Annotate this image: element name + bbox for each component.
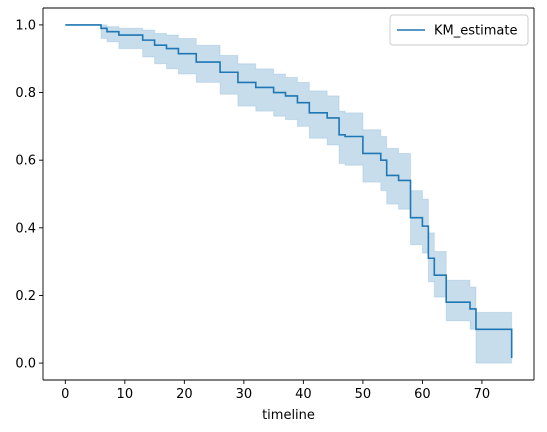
y-tick-label: 0.8 <box>15 86 36 101</box>
legend: KM_estimate <box>389 14 529 46</box>
km-estimate-line-0 <box>65 24 513 359</box>
x-tick-label: 30 <box>236 387 253 402</box>
legend-label: KM_estimate <box>434 24 517 39</box>
y-tick-label: 0.0 <box>15 357 36 372</box>
y-tick-label: 0.2 <box>15 289 36 304</box>
x-tick-label: 70 <box>474 387 491 402</box>
x-tick-label: 60 <box>414 387 431 402</box>
axes: 0 10 20 30 40 50 60 70 0.0 0.2 0.4 0.6 0.8 1.0 timelin… <box>15 7 535 423</box>
x-axis-title: timeline <box>262 408 315 423</box>
x-tick-label: 10 <box>117 387 134 402</box>
x-tick-label: 50 <box>355 387 372 402</box>
y-tick-label: 0.6 <box>15 154 36 169</box>
x-tick-label: 0 <box>61 387 69 402</box>
y-tick-label: 0.4 <box>15 221 36 236</box>
x-tick-label: 20 <box>176 387 193 402</box>
x-tick-label: 40 <box>295 387 312 402</box>
legend-box: KM_estimate <box>389 14 529 46</box>
y-tick-label: 1.0 <box>15 18 36 33</box>
plot-area <box>65 24 513 364</box>
plot-clipped <box>65 24 513 364</box>
legend-frame <box>389 14 529 46</box>
